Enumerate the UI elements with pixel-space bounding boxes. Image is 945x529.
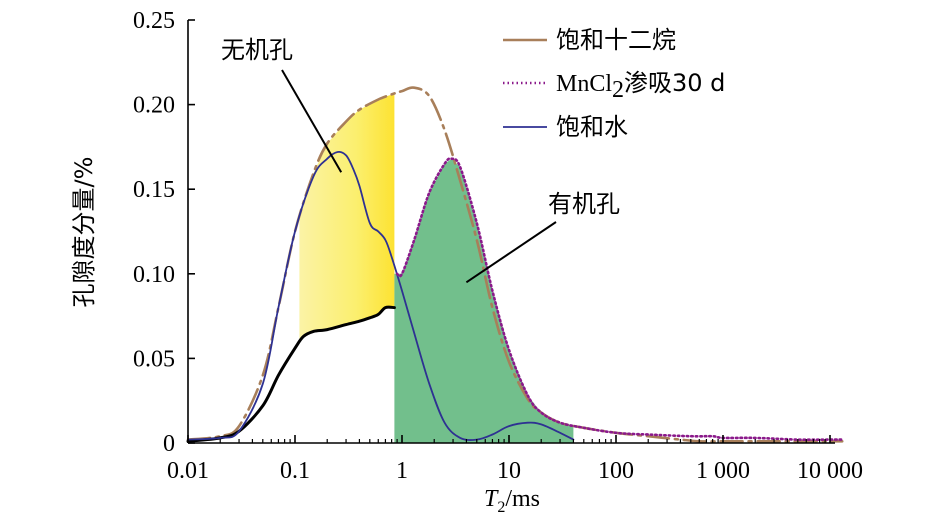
annotation-inorganic-text: 无机孔: [221, 36, 293, 64]
fills-layer: [299, 93, 574, 443]
series-line-inorganic-lower: [186, 305, 396, 443]
annotation-inorganic: 无机孔: [221, 36, 343, 173]
y-tick-label: 0.20: [133, 93, 175, 119]
ticks-layer: 0 0.05 0.10 0.15 0.20 0.25 0.01 0.1 1 10 100 1 000 1…: [133, 8, 863, 484]
x-tick-label: 0.1: [280, 458, 310, 484]
legend-label-mncl2-sub: 2: [612, 77, 624, 103]
legend-label-water: 饱和水: [556, 113, 628, 141]
y-axis-label: 孔隙度分量/%: [70, 157, 98, 308]
annotation-organic: 有机孔: [465, 190, 620, 284]
x-tick-label: 100: [598, 458, 634, 484]
organic-pore-fill: [394, 159, 574, 443]
series-line-water: [187, 150, 575, 441]
x-tick-label: 1: [396, 458, 408, 484]
legend-label-dodecane: 饱和十二烷: [556, 26, 676, 54]
x-axis-label-sub: 2: [497, 499, 505, 516]
x-tick-label: 1 000: [696, 458, 750, 484]
x-tick-label: 0.01: [167, 458, 209, 484]
legend-label-mncl2-rest: 渗吸30 d: [624, 69, 725, 97]
x-axis-label-unit: /ms: [505, 486, 540, 512]
legend-label-mncl2: MnCl2渗吸30 d: [556, 69, 725, 103]
x-axis-label-var: T: [484, 486, 499, 512]
y-tick-label: 0.10: [133, 262, 175, 288]
inorganic-pore-fill: [299, 93, 395, 343]
x-axis-label: T2/ms: [484, 486, 540, 516]
annotation-inorganic-leader: [281, 69, 343, 173]
y-tick-label: 0.25: [133, 8, 175, 34]
legend-label-mncl2-main: MnCl: [556, 71, 612, 97]
legend: 饱和十二烷 MnCl2渗吸30 d 饱和水: [503, 26, 725, 141]
x-tick-label: 10: [497, 458, 521, 484]
annotation-organic-leader: [465, 221, 557, 284]
annotation-organic-text: 有机孔: [548, 190, 620, 218]
x-tick-label: 10 000: [797, 458, 863, 484]
series-line-mncl2: [395, 157, 844, 442]
y-tick-label: 0.05: [133, 346, 175, 372]
y-tick-label: 0: [163, 431, 175, 457]
y-tick-label: 0.15: [133, 177, 175, 203]
series-layer: [186, 86, 844, 443]
